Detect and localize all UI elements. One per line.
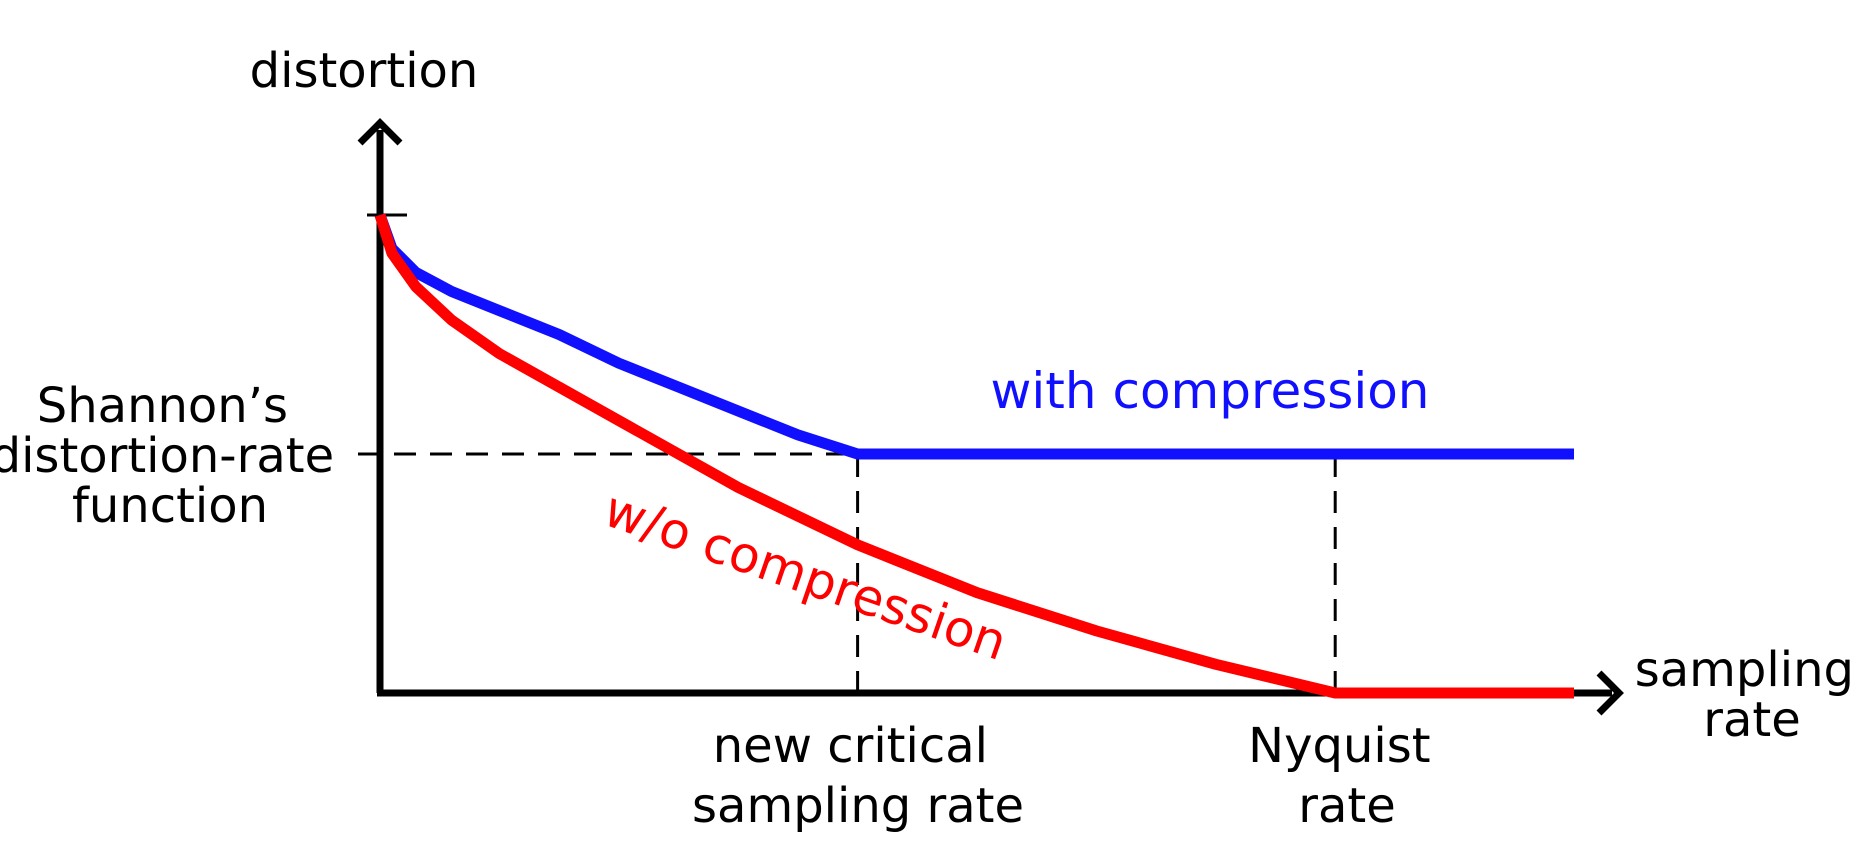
x-axis-label-line-1: sampling <box>1635 642 1854 698</box>
reference-lines <box>358 452 1337 693</box>
y-axis-arrowhead <box>357 118 403 146</box>
y-tick-label-line-1: Shannon’s <box>37 378 288 434</box>
x-tick-label-critical-line-1: new critical <box>713 718 988 774</box>
series-label-with-compression: with compression <box>991 362 1430 420</box>
x-axis-label: sampling rate <box>1635 642 1860 748</box>
y-tick-label: Shannon’s distortion-rate function <box>0 378 349 534</box>
x-axis-arrowhead <box>1596 670 1624 716</box>
series-line-without-compression <box>374 213 1574 699</box>
y-axis-label: distortion <box>250 43 479 99</box>
series-label-without-compression: w/o compression <box>597 480 1014 672</box>
x-tick-label-critical: new critical sampling rate <box>692 718 1024 834</box>
x-tick-label-critical-line-2: sampling rate <box>692 778 1024 834</box>
y-tick-label-line-3: function <box>72 478 268 534</box>
series-line-with-compression <box>374 213 1574 460</box>
x-axis-label-line-2: rate <box>1703 692 1801 748</box>
x-tick-label-nyquist: Nyquist rate <box>1248 718 1446 834</box>
x-tick-label-nyquist-line-2: rate <box>1298 778 1396 834</box>
series-lines <box>374 213 1574 699</box>
y-tick-label-line-2: distortion-rate <box>0 428 334 484</box>
x-tick-label-nyquist-line-1: Nyquist <box>1248 718 1430 774</box>
